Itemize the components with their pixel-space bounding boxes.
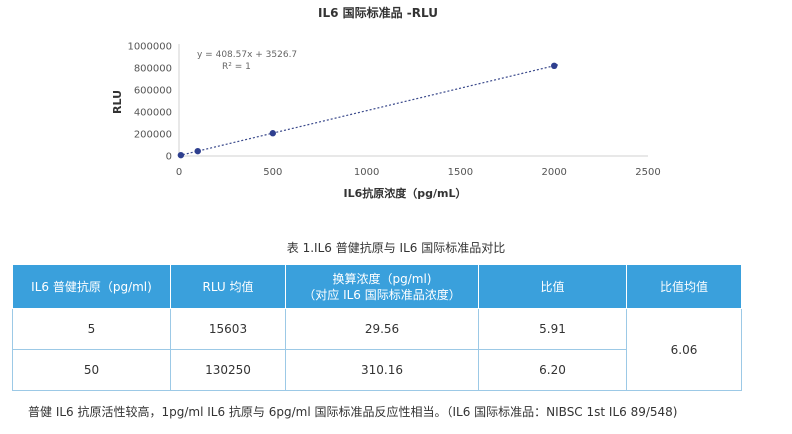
data-points (177, 62, 558, 159)
cell-rlu-mean: 130250 (170, 349, 286, 391)
data-point (194, 147, 201, 155)
y-tick-label: 800000 (134, 64, 172, 75)
table-caption: 表 1.IL6 普健抗原与 IL6 国际标准品对比 (286, 241, 506, 255)
y-tick-label: 200000 (134, 130, 172, 141)
x-tick-label: 2000 (541, 167, 566, 178)
cell-converted-conc: 29.56 (285, 308, 479, 350)
header-rlu-mean: RLU 均值 (170, 264, 286, 309)
cell-converted-conc: 310.16 (285, 349, 479, 391)
footnote: 普健 IL6 抗原活性较高，1pg/ml IL6 抗原与 6pg/ml 国际标准… (28, 405, 678, 419)
cell-ratio: 5.91 (478, 308, 627, 350)
data-point (269, 130, 276, 137)
cell-antigen-conc: 5 (12, 308, 171, 350)
x-axis-title: IL6抗原浓度（pg/mL） (344, 186, 467, 200)
x-tick-label: 0 (176, 167, 182, 178)
chart-title: IL6 国际标准品 -RLU (318, 5, 438, 20)
x-axis: 0 500 1000 1500 2000 2500 (176, 155, 661, 178)
cell-ratio-mean: 6.06 (626, 308, 742, 391)
y-axis-title: RLU (111, 90, 124, 114)
scatter-chart: IL6 国际标准品 -RLU 0 200000 400000 600000 800000… (111, 5, 661, 200)
table-row: 5 15603 29.56 5.91 6.06 (12, 308, 742, 391)
comparison-table: IL6 普健抗原（pg/ml) RLU 均值 换算浓度（pg/ml) （对应 I… (12, 264, 742, 391)
y-tick-label: 1000000 (127, 42, 172, 53)
data-point (177, 151, 185, 159)
y-tick-label: 0 (166, 152, 172, 163)
header-ratio: 比值 (478, 264, 627, 309)
cell-ratio: 6.20 (478, 349, 627, 391)
y-tick-label: 400000 (134, 108, 172, 119)
cell-antigen-conc: 50 (12, 349, 171, 391)
x-tick-label: 1000 (354, 167, 379, 178)
trendline (178, 64, 559, 157)
header-ratio-mean: 比值均值 (626, 264, 742, 309)
x-tick-label: 1500 (448, 167, 473, 178)
table-header-row: IL6 普健抗原（pg/ml) RLU 均值 换算浓度（pg/ml) （对应 I… (12, 264, 742, 309)
table-row: 50 130250 310.16 6.20 (12, 349, 742, 391)
y-axis: 0 200000 400000 600000 800000 1000000 (127, 42, 180, 163)
x-tick-label: 500 (263, 167, 282, 178)
cell-rlu-mean: 15603 (170, 308, 286, 350)
y-tick-label: 600000 (134, 86, 172, 97)
header-antigen-conc: IL6 普健抗原（pg/ml) (12, 264, 171, 309)
header-converted-conc: 换算浓度（pg/ml) （对应 IL6 国际标准品浓度） (285, 264, 479, 309)
trendline-equation: y = 408.57x + 3526.7 (197, 50, 297, 60)
r-squared-label: R² = 1 (222, 62, 251, 72)
data-point (551, 62, 558, 69)
x-tick-label: 2500 (635, 167, 660, 178)
